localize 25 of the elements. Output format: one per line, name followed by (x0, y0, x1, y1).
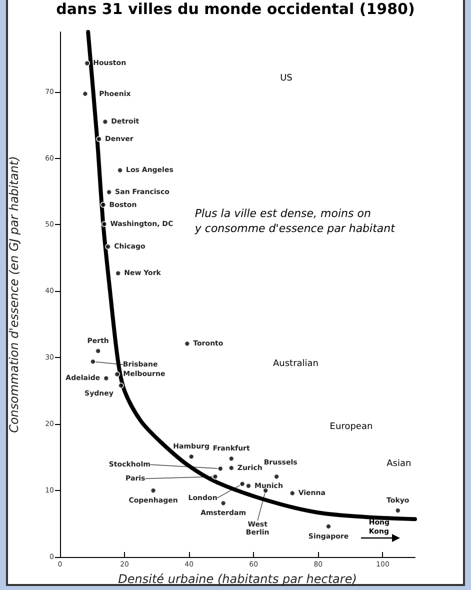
chart-title: dans 31 villes du monde occidental (1980) (55, 0, 416, 18)
point (212, 474, 218, 480)
point (115, 270, 122, 276)
point (82, 90, 88, 97)
annotation: Asian (386, 459, 412, 470)
point (228, 456, 234, 462)
point (100, 202, 106, 208)
point (118, 382, 124, 389)
point (220, 500, 226, 506)
point (103, 375, 110, 382)
annotation: US (280, 74, 293, 84)
point (184, 340, 190, 347)
point (101, 221, 108, 228)
x-axis-title: Densité urbaine (habitants par hectare) (118, 572, 357, 586)
y-axis-title: Consommation d'essence (en GJ par habitant) (7, 156, 21, 433)
point (217, 466, 224, 472)
point (102, 118, 108, 125)
annotation: Plus la ville est dense, moins on y consomme d'essence par habitant (194, 207, 396, 236)
point (188, 454, 194, 460)
annotation: European (330, 422, 373, 432)
point (84, 60, 90, 66)
point (239, 480, 246, 487)
annotation: Australian (273, 358, 319, 369)
point (289, 490, 296, 496)
point (114, 371, 120, 378)
